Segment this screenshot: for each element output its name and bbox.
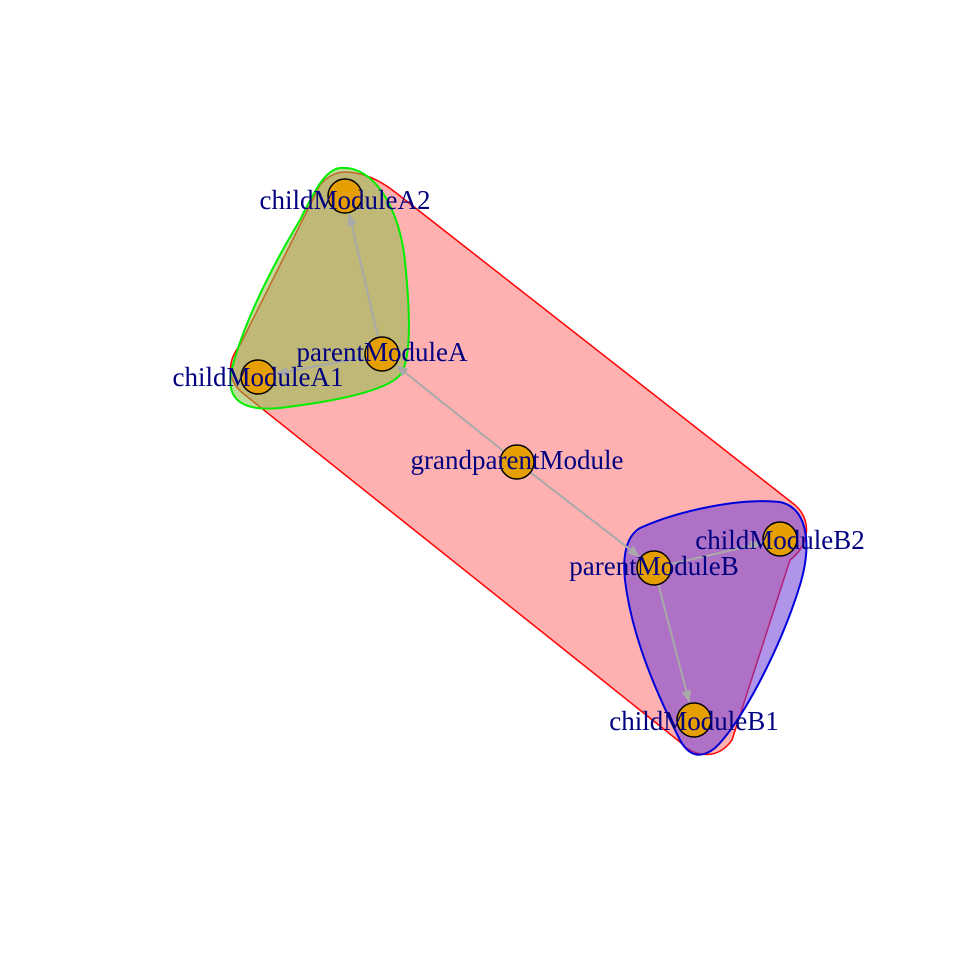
- edge-grandparentModule-to-parentModuleA: [396, 365, 505, 453]
- edge-parentModuleA-to-childModuleA2: [346, 213, 380, 338]
- node-label-parentModuleB: parentModuleB: [569, 551, 738, 581]
- nodes-layer: [240, 178, 798, 738]
- node-label-childModuleA2: childModuleA2: [260, 185, 431, 215]
- group-hull-a: [229, 166, 410, 410]
- node-childModuleA1[interactable]: [240, 359, 276, 395]
- node-label-childModuleA1: childModuleA1: [173, 362, 344, 392]
- node-parentModuleA[interactable]: [364, 336, 400, 372]
- node-label-childModuleB2: childModuleB2: [695, 525, 865, 555]
- node-label-parentModuleA: parentModuleA: [297, 337, 468, 367]
- node-grandparentModule[interactable]: [499, 444, 535, 480]
- labels-layer: grandparentModule parentModuleA parentMo…: [173, 185, 865, 736]
- node-childModuleB1[interactable]: [676, 702, 712, 738]
- edges-layer: [275, 213, 763, 703]
- node-parentModuleB[interactable]: [636, 550, 672, 586]
- node-childModuleA2[interactable]: [327, 178, 363, 214]
- edge-parentModuleB-to-childModuleB2: [670, 540, 763, 566]
- node-label-childModuleB1: childModuleB1: [609, 706, 779, 736]
- edge-parentModuleA-to-childModuleA1: [275, 356, 366, 377]
- edge-parentModuleB-to-childModuleB1: [657, 584, 692, 703]
- node-label-grandparentModule: grandparentModule: [411, 445, 624, 475]
- node-childModuleB2[interactable]: [762, 521, 798, 557]
- edge-grandparentModule-to-parentModuleB: [529, 471, 640, 558]
